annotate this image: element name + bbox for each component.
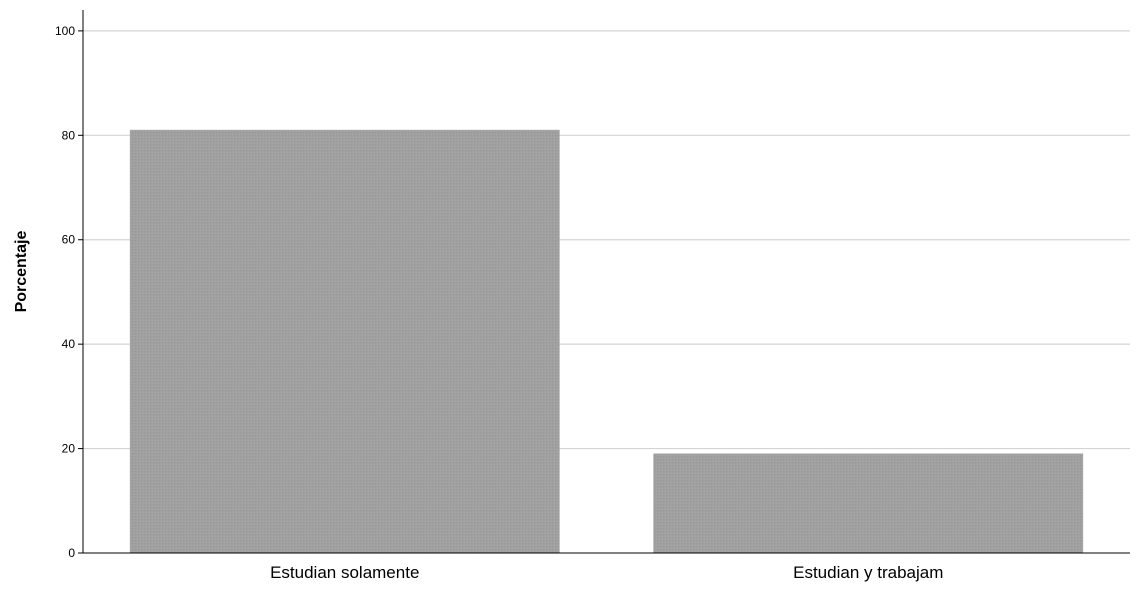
axes	[82, 10, 1130, 554]
y-tick-label: 60	[62, 233, 76, 247]
x-category-label: Estudian solamente	[270, 563, 419, 582]
x-category-label: Estudian y trabajam	[793, 563, 943, 582]
y-tick-label: 0	[68, 546, 75, 560]
y-tick-label: 80	[62, 128, 76, 142]
y-tick-label: 40	[62, 337, 76, 351]
bar-estudian-solamente	[129, 129, 560, 554]
bar-estudian-y-trabajam	[653, 453, 1084, 554]
y-tick-label: 20	[62, 442, 76, 456]
x-category-labels: Estudian solamente Estudian y trabajam	[270, 563, 943, 582]
y-axis-title: Porcentaje	[13, 230, 30, 312]
y-tick-label: 100	[55, 24, 75, 38]
bars	[129, 129, 1084, 554]
y-ticks: 0 20 40 60 80 100	[55, 24, 83, 560]
